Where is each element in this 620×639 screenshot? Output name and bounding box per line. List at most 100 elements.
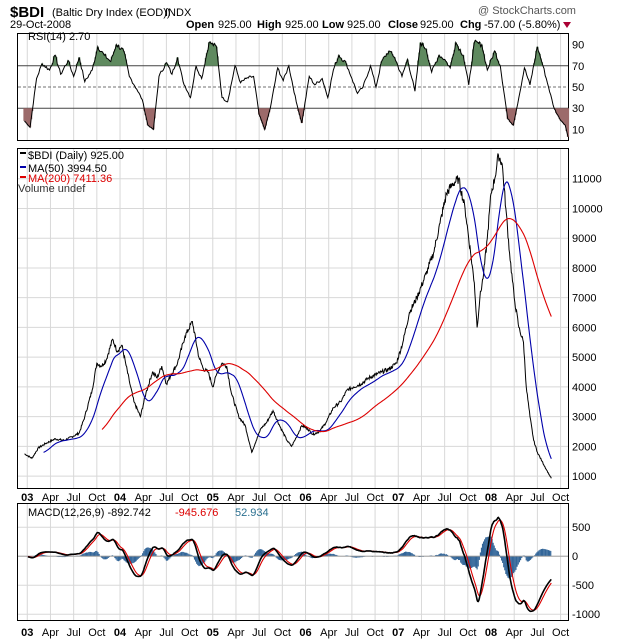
x-tick-label: Apr bbox=[413, 492, 430, 504]
x-tick-label: 08 bbox=[485, 627, 497, 639]
x-tick-label: 05 bbox=[207, 492, 219, 504]
x-tick-label: 05 bbox=[207, 627, 219, 639]
high-label: High bbox=[257, 19, 282, 31]
x-tick-label: Oct bbox=[459, 492, 476, 504]
macd-tick-label: 500 bbox=[572, 522, 590, 534]
close-label: Close bbox=[388, 19, 418, 31]
x-tick-label: 07 bbox=[392, 627, 404, 639]
price-tick-label: 10000 bbox=[572, 203, 603, 215]
macd-tick-label: -1000 bbox=[572, 609, 600, 621]
price-legend: $BDI (Daily) 925.00 bbox=[28, 150, 124, 162]
macd-tick-label: 0 bbox=[572, 551, 578, 563]
price-tick-label: 4000 bbox=[572, 382, 596, 394]
x-tick-label: Oct bbox=[181, 627, 198, 639]
volume-legend: Volume undef bbox=[18, 183, 86, 195]
x-tick-label: Apr bbox=[135, 627, 152, 639]
down-arrow-icon bbox=[563, 22, 571, 28]
x-tick-label: Jul bbox=[438, 492, 452, 504]
symbol-label: $BDI bbox=[10, 4, 44, 21]
date-label: 29-Oct-2008 bbox=[10, 19, 71, 31]
x-tick-label: Apr bbox=[320, 492, 337, 504]
price-tick-label: 2000 bbox=[572, 441, 596, 453]
rsi-legend: RSI(14) 2.70 bbox=[28, 31, 90, 43]
price-plot bbox=[24, 153, 552, 479]
rsi-plot bbox=[18, 39, 570, 137]
price-tick-label: 7000 bbox=[572, 293, 596, 305]
chg-label: Chg bbox=[460, 19, 481, 31]
x-tick-label: Jul bbox=[345, 492, 359, 504]
rsi-line bbox=[24, 39, 569, 137]
ma50-legend-swatch bbox=[20, 166, 26, 168]
close-value: 925.00 bbox=[420, 19, 454, 31]
x-tick-label: Oct bbox=[552, 492, 569, 504]
low-value: 925.00 bbox=[347, 19, 381, 31]
x-tick-label: Jul bbox=[159, 627, 173, 639]
x-tick-label: Jul bbox=[67, 492, 81, 504]
rsi-tick-label: 10 bbox=[572, 124, 584, 136]
macd-signal-line bbox=[27, 519, 552, 611]
low-label: Low bbox=[322, 19, 344, 31]
x-tick-label: Oct bbox=[274, 627, 291, 639]
x-tick-label: Oct bbox=[88, 492, 105, 504]
watermark: @ StockCharts.com bbox=[478, 5, 576, 17]
open-value: 925.00 bbox=[218, 19, 252, 31]
x-tick-label: Oct bbox=[552, 627, 569, 639]
x-tick-label: Apr bbox=[506, 627, 523, 639]
x-tick-label: Apr bbox=[42, 492, 59, 504]
x-tick-label: 03 bbox=[21, 492, 33, 504]
exchange-label: INDX bbox=[165, 7, 192, 19]
x-tick-label: Jul bbox=[438, 627, 452, 639]
x-tick-label: Oct bbox=[88, 627, 105, 639]
rsi-tick-label: 70 bbox=[572, 61, 584, 73]
x-tick-label: Apr bbox=[227, 627, 244, 639]
high-value: 925.00 bbox=[285, 19, 319, 31]
open-label: Open bbox=[186, 19, 214, 31]
rsi-tick-label: 90 bbox=[572, 40, 584, 52]
x-tick-label: Apr bbox=[42, 627, 59, 639]
price-tick-label: 3000 bbox=[572, 412, 596, 424]
x-tick-label: Jul bbox=[252, 492, 266, 504]
axis-labels: 1000200030004000500060007000800090001000… bbox=[21, 40, 602, 639]
ma50-line bbox=[43, 181, 552, 460]
x-tick-label: Apr bbox=[227, 492, 244, 504]
macd-tick-label: -500 bbox=[572, 580, 594, 592]
signal-legend: -945.676 bbox=[175, 507, 218, 519]
ma50-legend: MA(50) 3994.50 bbox=[28, 163, 107, 175]
rsi-tick-label: 30 bbox=[572, 103, 584, 115]
histogram-legend: 52.934 bbox=[235, 507, 269, 519]
x-tick-label: Oct bbox=[367, 492, 384, 504]
macd-line bbox=[27, 516, 552, 613]
ma200-line bbox=[101, 217, 552, 433]
chg-value: -57.00 (-5.80%) bbox=[484, 19, 560, 31]
price-tick-label: 9000 bbox=[572, 233, 596, 245]
x-tick-label: Jul bbox=[159, 492, 173, 504]
ma200-legend-swatch bbox=[20, 176, 26, 178]
price-panel bbox=[17, 148, 569, 489]
x-tick-label: 06 bbox=[299, 492, 311, 504]
x-tick-label: 03 bbox=[21, 627, 33, 639]
price-line bbox=[24, 153, 552, 479]
x-tick-label: Oct bbox=[274, 492, 291, 504]
x-tick-label: Apr bbox=[413, 627, 430, 639]
price-tick-label: 5000 bbox=[572, 352, 596, 364]
x-tick-label: Oct bbox=[459, 627, 476, 639]
x-tick-label: Jul bbox=[530, 492, 544, 504]
x-tick-label: Apr bbox=[506, 492, 523, 504]
price-tick-label: 1000 bbox=[572, 471, 596, 483]
ma200-legend: MA(200) 7411.36 bbox=[28, 173, 112, 185]
x-tick-label: 04 bbox=[114, 627, 127, 639]
price-tick-label: 6000 bbox=[572, 322, 596, 334]
symbol-name: (Baltic Dry Index (EOD)) bbox=[52, 7, 171, 19]
macd-plot bbox=[18, 516, 568, 613]
price-legend-swatch bbox=[20, 152, 26, 154]
x-tick-label: Oct bbox=[367, 627, 384, 639]
x-tick-label: 08 bbox=[485, 492, 497, 504]
price-tick-label: 8000 bbox=[572, 263, 596, 275]
x-tick-label: Apr bbox=[320, 627, 337, 639]
x-tick-label: Oct bbox=[181, 492, 198, 504]
price-tick-label: 11000 bbox=[572, 174, 602, 186]
x-tick-label: Jul bbox=[252, 627, 266, 639]
x-tick-label: Jul bbox=[530, 627, 544, 639]
rsi-tick-label: 50 bbox=[572, 82, 584, 94]
